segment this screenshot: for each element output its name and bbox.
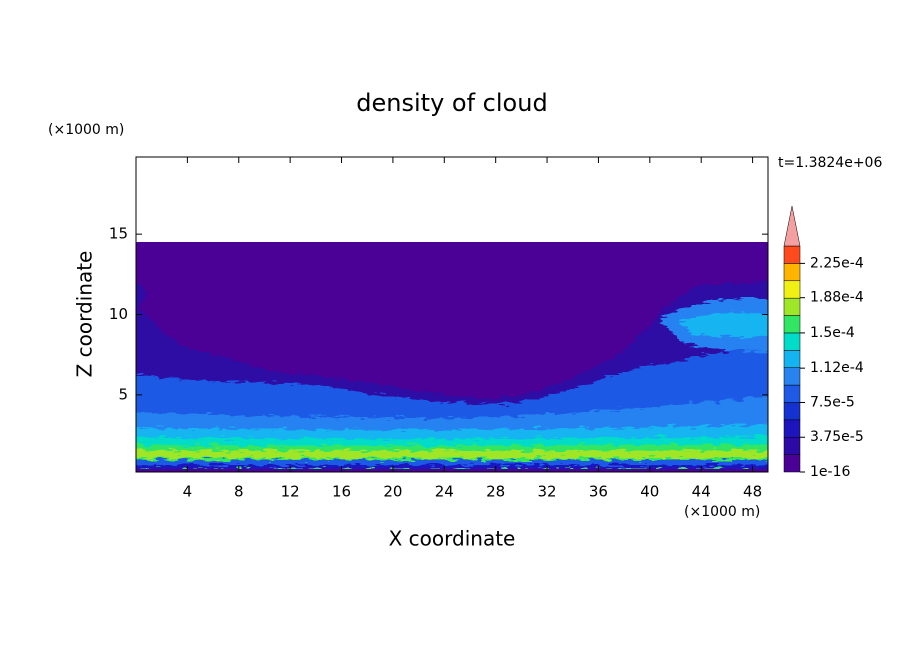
y-axis-label: Z coordinate xyxy=(73,251,97,378)
colorbar-band xyxy=(783,245,801,264)
x-tick-label: 44 xyxy=(692,483,711,501)
x-tick-label: 12 xyxy=(281,483,300,501)
x-tick-label: 28 xyxy=(486,483,505,501)
x-tick-label: 16 xyxy=(332,483,351,501)
colorbar-tick-label: 1.5e-4 xyxy=(810,325,855,341)
y-unit-label: (×1000 m) xyxy=(48,122,124,138)
x-unit-label: (×1000 m) xyxy=(684,504,760,520)
colorbar-tick-label: 7.5e-5 xyxy=(810,394,855,410)
contour-field xyxy=(136,242,768,472)
colorbar-tick-label: 1.12e-4 xyxy=(810,360,864,376)
colorbar-band xyxy=(783,454,801,473)
y-tick-label: 15 xyxy=(109,225,128,243)
colorbar-band xyxy=(783,263,801,282)
colorbar-band xyxy=(783,280,801,299)
x-axis-label: X coordinate xyxy=(389,527,516,551)
contour-region xyxy=(136,460,768,466)
x-tick-label: 24 xyxy=(435,483,454,501)
y-tick-label: 10 xyxy=(109,305,128,323)
colorbar-tick-label: 2.25e-4 xyxy=(810,255,864,271)
time-label: t=1.3824e+06 xyxy=(778,155,882,171)
x-tick-label: 20 xyxy=(383,483,402,501)
x-tick-label: 8 xyxy=(234,483,244,501)
contour-region xyxy=(680,312,768,337)
colorbar-band xyxy=(783,436,801,455)
y-tick-label: 5 xyxy=(118,385,128,403)
colorbar-tick-label: 3.75e-5 xyxy=(810,429,864,445)
colorbar-band xyxy=(783,402,801,421)
colorbar-band xyxy=(783,350,801,368)
colorbar-band xyxy=(783,297,801,316)
colorbar-tick-label: 1.88e-4 xyxy=(810,290,864,306)
contour-region xyxy=(136,469,768,472)
contour-region xyxy=(136,450,768,458)
x-tick-label: 48 xyxy=(743,483,762,501)
colorbar-band xyxy=(783,315,801,334)
colorbar-tick-label: 1e-16 xyxy=(810,464,850,480)
colorbar-band xyxy=(783,419,801,438)
x-tick-label: 4 xyxy=(183,483,193,501)
x-tick-label: 40 xyxy=(640,483,659,501)
colorbar-extend xyxy=(783,205,801,247)
x-tick-label: 32 xyxy=(538,483,557,501)
chart-title: density of cloud xyxy=(356,89,547,117)
colorbar-band xyxy=(783,367,801,386)
x-tick-label: 36 xyxy=(589,483,608,501)
colorbar-band xyxy=(783,332,801,351)
contour-region xyxy=(136,465,768,469)
colorbar-band xyxy=(783,384,801,403)
